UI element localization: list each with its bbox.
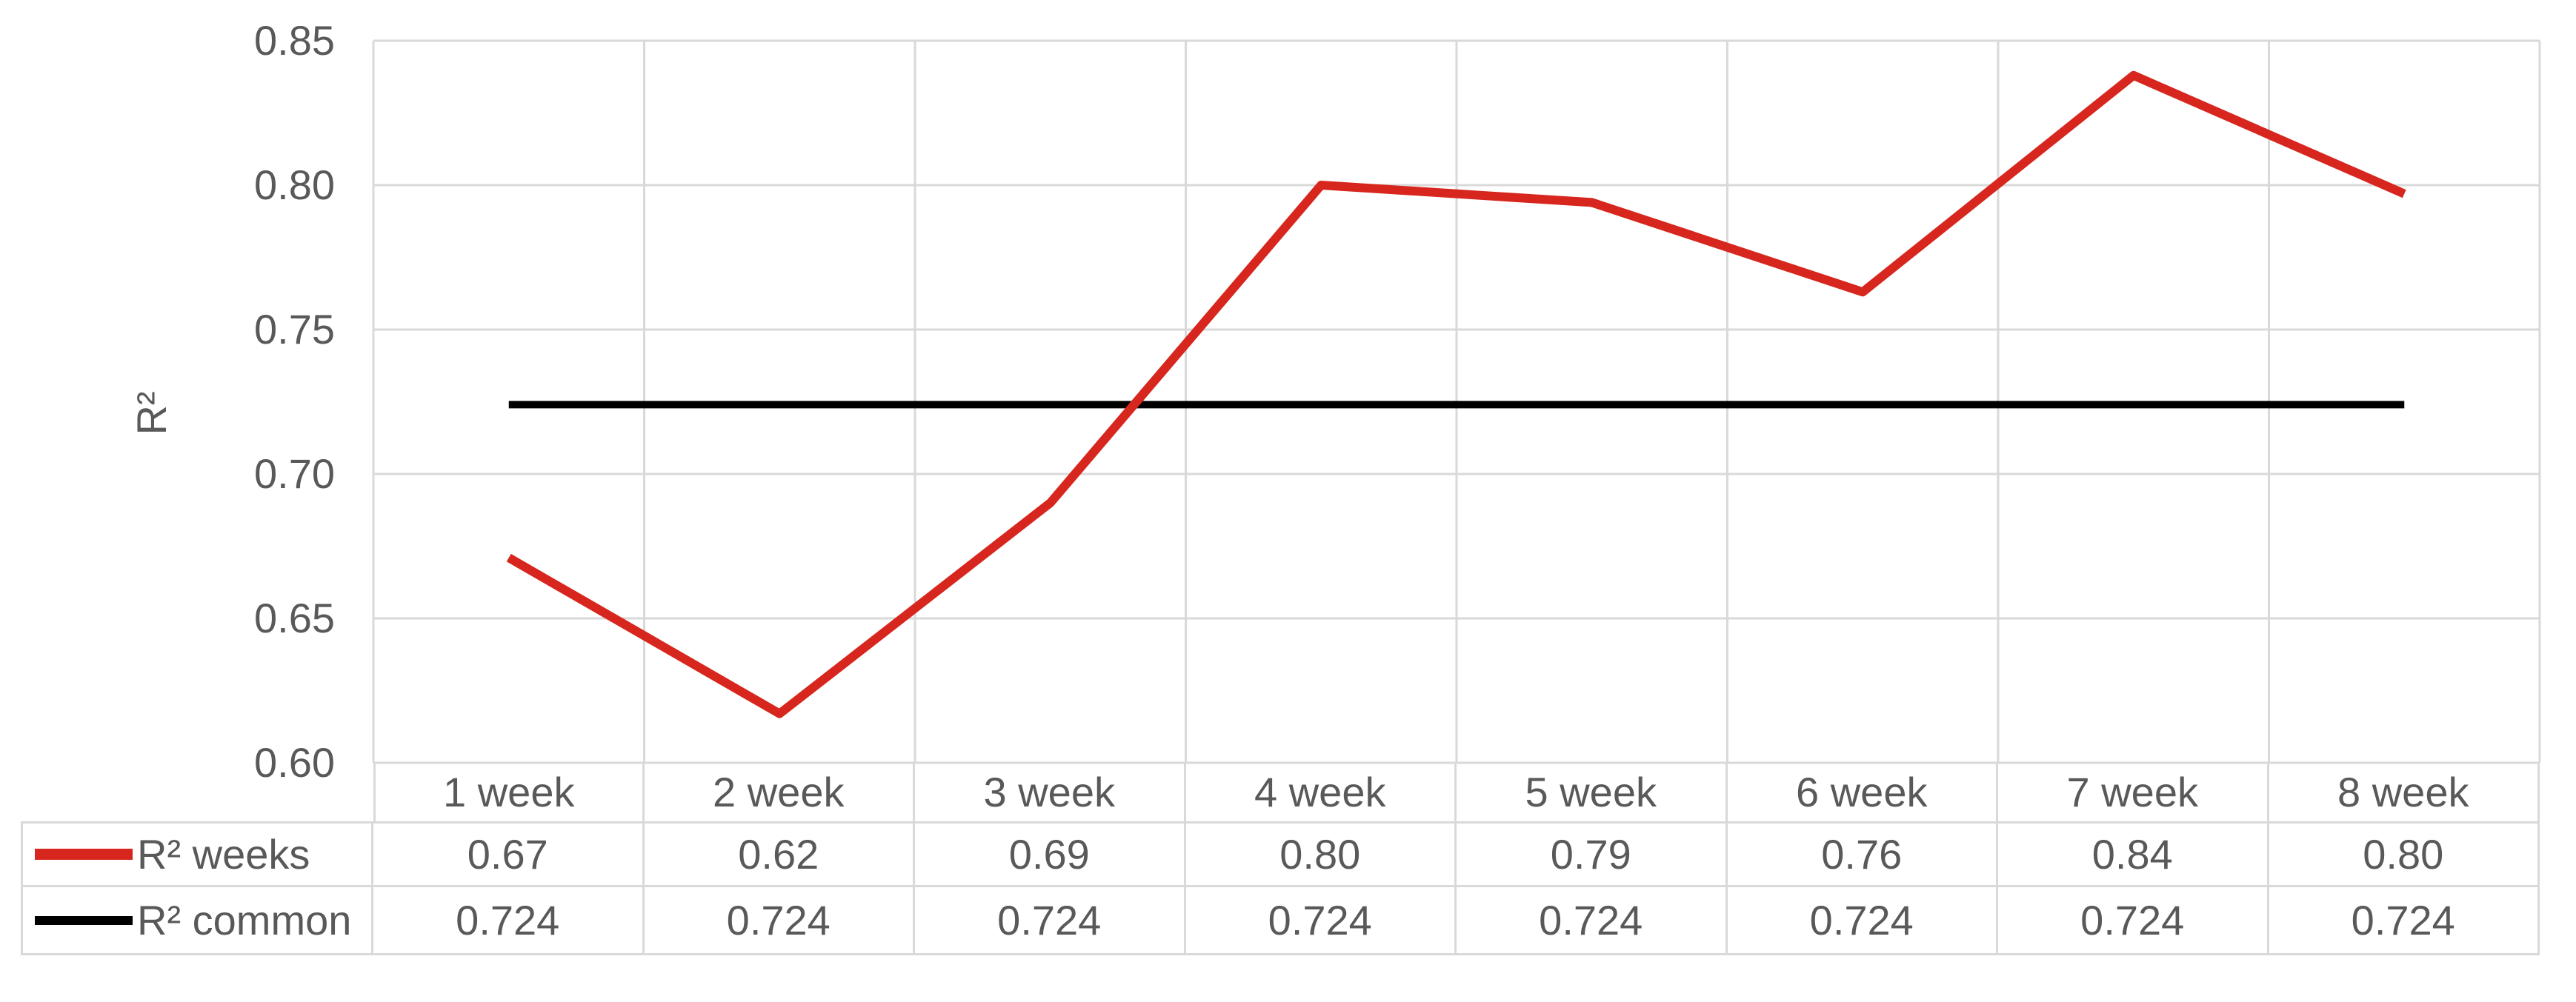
table-value-cell: 0.724	[644, 887, 915, 955]
table-value-cell: 0.80	[1185, 824, 1457, 887]
x-axis-label: 6 week	[1727, 763, 1998, 824]
y-axis-tick-label: 0.65	[254, 595, 335, 641]
table-corner-spacer	[21, 763, 373, 824]
plot-area	[372, 39, 2541, 764]
table-value-cell: 0.724	[1727, 887, 1998, 955]
legend-item: R² weeks	[21, 824, 373, 887]
y-axis-tick-label: 0.80	[254, 161, 335, 208]
table-value-cell: 0.724	[2269, 887, 2540, 955]
table-value-cell: 0.724	[1998, 887, 2269, 955]
x-axis-label: 4 week	[1185, 763, 1457, 824]
y-axis-tick-label: 0.75	[254, 306, 335, 353]
legend-swatch-weeks	[35, 849, 133, 860]
x-axis-label: 3 week	[915, 763, 1186, 824]
legend-label: R² common	[137, 897, 352, 943]
table-value-cell: 0.67	[373, 824, 645, 887]
table-value-cell: 0.76	[1727, 824, 1998, 887]
table-value-cell: 0.62	[644, 824, 915, 887]
legend-swatch-common	[35, 915, 133, 925]
table-value-cell: 0.79	[1457, 824, 1728, 887]
legend-item: R² common	[21, 887, 373, 955]
table-value-cell: 0.80	[2269, 824, 2540, 887]
y-axis-tick-label: 0.70	[254, 450, 335, 497]
x-axis-label: 8 week	[2269, 763, 2540, 824]
table-value-cell: 0.69	[915, 824, 1186, 887]
table-value-cell: 0.724	[1185, 887, 1457, 955]
x-axis-label: 7 week	[1998, 763, 2269, 824]
table-value-cell: 0.724	[1457, 887, 1728, 955]
x-axis-label: 5 week	[1457, 763, 1728, 824]
y-axis-tick-label: 0.60	[254, 739, 335, 786]
legend-label: R² weeks	[137, 831, 310, 878]
x-axis-label: 2 week	[644, 763, 915, 824]
x-axis-label: 1 week	[373, 763, 645, 824]
table-value-cell: 0.724	[915, 887, 1186, 955]
y-axis-tick-label: 0.85	[254, 17, 335, 64]
table-value-cell: 0.724	[373, 887, 645, 955]
table-value-cell: 0.84	[1998, 824, 2269, 887]
series-line-r-weeks	[506, 70, 2406, 718]
legend-and-data-table: 1 week 2 week 3 week 4 week 5 week 6 week 7 we…	[21, 763, 2540, 955]
